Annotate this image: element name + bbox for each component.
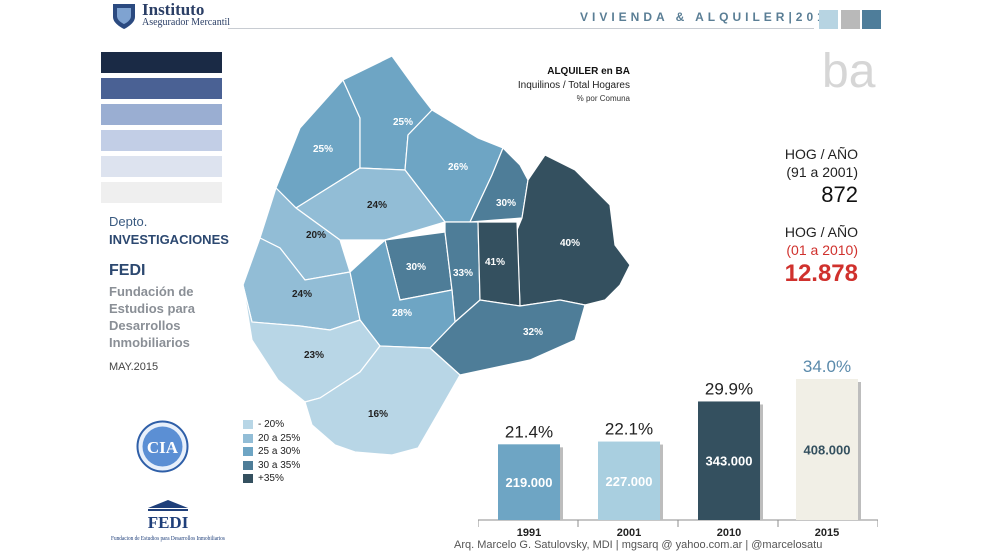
stat1-label: HOG / AÑO (784, 146, 858, 162)
map-title: ALQUILER en BA (547, 66, 630, 77)
x-tick-label: 2015 (815, 527, 839, 538)
comuna-label: 24% (367, 200, 387, 211)
author-credit: Arq. Marcelo G. Satulovsky, MDI | mgsarq… (454, 539, 823, 551)
bar (796, 379, 858, 520)
comunas-map: 25% 25% 26% 30% 40% 24% 20% 30% 33% 41% … (242, 55, 631, 456)
bar-value-label: 343.000 (706, 454, 753, 469)
bar-percent-label: 29.9% (705, 379, 753, 398)
comuna-label: 25% (313, 144, 333, 155)
x-tick-label: 2010 (717, 527, 741, 538)
x-tick-label: 2001 (617, 527, 641, 538)
bar-percent-label: 21.4% (505, 422, 553, 441)
stat2-period: (01 a 2010) (786, 242, 858, 258)
comuna-label: 26% (448, 162, 468, 173)
bar (598, 441, 660, 520)
fedi-logo: FEDI Fundacion de Estudios para Desarrol… (111, 500, 226, 542)
bar-value-label: 219.000 (506, 475, 553, 490)
comuna-label: 40% (560, 238, 580, 249)
stat1-value: 872 (821, 182, 858, 207)
fedi-logo-title: FEDI (148, 513, 189, 532)
fedi-line-4: Inmobiliarios (109, 335, 190, 350)
comuna-region (304, 345, 461, 456)
cia-badge-text: CIA (147, 438, 179, 457)
x-tick-label: 1991 (517, 527, 541, 538)
comuna-label: 16% (368, 409, 388, 420)
stat2-value: 12.878 (784, 260, 858, 287)
legend-item: +35% (243, 472, 300, 486)
map-note: % por Comuna (576, 94, 630, 103)
header-divider (228, 28, 814, 29)
bar (498, 444, 560, 520)
comuna-label: 30% (496, 198, 516, 209)
bar (698, 401, 760, 520)
palette-swatch-4 (101, 130, 222, 151)
logo-name: Instituto (142, 0, 205, 19)
bar-percent-label: 34.0% (803, 357, 851, 376)
report-date: MAY.2015 (109, 361, 159, 373)
bar-value-label: 227.000 (606, 474, 653, 489)
comuna-label: 28% (392, 308, 412, 319)
stat1-period: (91 a 2001) (786, 164, 858, 180)
comuna-label: 24% (292, 289, 312, 300)
fedi-line-3: Desarrollos (109, 318, 181, 333)
fedi-line-2: Estudios para (109, 301, 195, 316)
palette-swatch-3 (101, 104, 222, 125)
palette-swatch-1 (101, 52, 222, 73)
bar-value-label: 408.000 (804, 443, 851, 458)
header-square-2 (841, 10, 860, 29)
dept-label: Depto. (109, 214, 148, 229)
comuna-label: 23% (304, 350, 324, 361)
palette-swatch-6 (101, 182, 222, 203)
map-subtitle: Inquilinos / Total Hogares (517, 80, 630, 91)
logo-subtitle: Asegurador Mercantil (142, 17, 231, 28)
comuna-label: 33% (453, 268, 473, 279)
bar-percent-label: 22.1% (605, 420, 653, 439)
fedi-line-1: Fundación de (109, 284, 194, 299)
comuna-label: 25% (393, 117, 413, 128)
households-bar-chart: 219.000 21.4% 1991 227.000 22.1% 2001 343.000 2… (478, 357, 878, 538)
fedi-title: FEDI (109, 262, 146, 279)
map-legend: - 20% 20 a 25% 25 a 30% 30 a 35% +35% (243, 418, 300, 486)
comuna-label: 30% (406, 262, 426, 273)
legend-item: 20 a 25% (243, 432, 300, 446)
legend-item: 30 a 35% (243, 459, 300, 473)
comuna-label: 32% (523, 327, 543, 338)
dept-name: INVESTIGACIONES (109, 232, 229, 247)
comuna-region (516, 154, 631, 307)
comuna-label: 20% (306, 230, 326, 241)
header-title: VIVIENDA & ALQUILER|2015 (580, 10, 839, 24)
palette-swatch-5 (101, 156, 222, 177)
logo-shield-icon (113, 4, 135, 29)
legend-item: 25 a 30% (243, 445, 300, 459)
stat2-label: HOG / AÑO (784, 224, 858, 240)
ba-watermark: ba (822, 45, 876, 98)
legend-item: - 20% (243, 418, 300, 432)
cia-badge-icon: CIA (136, 420, 189, 473)
palette-swatch-2 (101, 78, 222, 99)
header-square-1 (819, 10, 838, 29)
comuna-label: 41% (485, 257, 505, 268)
fedi-logo-subtitle: Fundacion de Estudios para Desarrollos I… (111, 536, 226, 542)
header-square-3 (862, 10, 881, 29)
